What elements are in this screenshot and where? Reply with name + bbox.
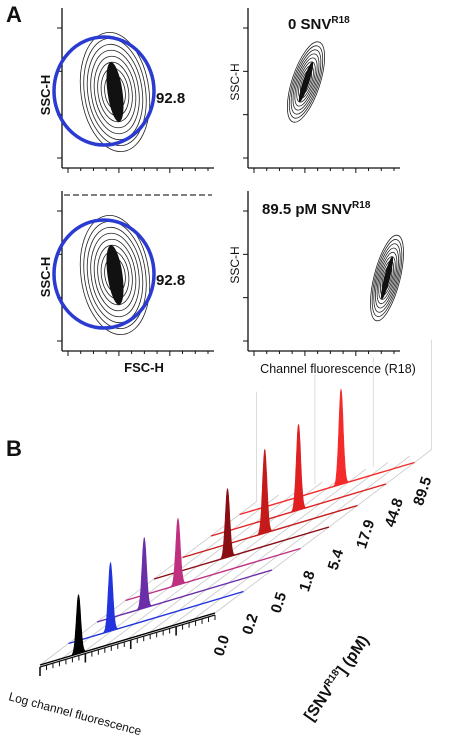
gate-ellipse (52, 35, 156, 147)
contour-ring (373, 243, 401, 313)
panel-a-plots (52, 8, 404, 356)
x-axis-line (39, 614, 216, 668)
trace-baseline (239, 461, 415, 516)
contour-ring (370, 234, 404, 322)
trace-peak (216, 488, 239, 561)
flow-plot-3 (52, 191, 214, 356)
contour-core (106, 62, 124, 122)
contour-core (380, 256, 394, 300)
trace-baseline (125, 547, 301, 602)
series-label-44-8: 44.8 (382, 496, 407, 529)
contour-ring (375, 247, 399, 309)
flow-plot-4 (243, 191, 404, 356)
trace-peak (133, 536, 155, 612)
plot3-ylabel: SSC-H (38, 257, 53, 297)
panel-b-letter: B (6, 436, 22, 461)
contour-core (298, 62, 314, 102)
panel-b-x-axis (39, 614, 216, 676)
trace-0-2: 0.2 (68, 561, 262, 645)
gate-ellipse (52, 218, 156, 330)
trace-0-0: 0.0 (39, 593, 234, 666)
contour-ring (86, 43, 144, 141)
contour-ring (288, 45, 324, 119)
trace-5-4: 5.4 (153, 488, 348, 580)
panel-b-z-axis-label: [SNVR18] (pM) (301, 632, 373, 724)
contour-ring (93, 238, 137, 312)
trace-peak (287, 423, 310, 514)
contour-core (106, 245, 124, 305)
plot4-ylabel: SSC-H (228, 246, 242, 283)
grid-line (171, 462, 389, 627)
series-label-1-8: 1.8 (296, 569, 319, 594)
trace-0-5: 0.5 (96, 536, 291, 623)
contour-ring (294, 57, 318, 107)
trace-peak (254, 448, 276, 537)
series-label-0-2: 0.2 (239, 612, 262, 637)
trace-baseline (153, 526, 330, 580)
contour-ring (287, 41, 325, 123)
grid-line (192, 455, 410, 620)
panel-a-letter: A (6, 2, 22, 27)
contour-ring (290, 49, 322, 115)
trace-peak (67, 593, 90, 657)
panel-b-grid (39, 339, 433, 666)
contour-ring (292, 53, 320, 111)
contour-ring (90, 232, 140, 318)
flow-plot-1 (52, 8, 214, 173)
series-label-0-0: 0.0 (211, 633, 234, 658)
plot2-condition: 0 SNVR18 (288, 15, 350, 33)
grid-line (127, 475, 345, 640)
plot3-gate-value: 92.8 (156, 272, 185, 289)
flow-plot-2 (243, 8, 400, 173)
panel-b-waterfall: 89.544.817.95.4 1.80.5 0.20.0 (39, 339, 435, 676)
grid-line (105, 481, 323, 646)
trace-peak (167, 517, 189, 589)
grid-line (149, 468, 367, 633)
panel-b-x-axis-label: Log channel fluorescence (7, 689, 143, 738)
trace-1-8: 1.8 (125, 517, 319, 602)
plot1-ylabel: SSC-H (38, 75, 53, 115)
contour-ring (79, 214, 151, 336)
plot4-condition: 89.5 pM SNVR18 (262, 200, 371, 218)
trace-peak (99, 561, 122, 635)
plot3-xlabel: FSC-H (124, 360, 164, 375)
grid-line (61, 494, 279, 659)
contour-ring (79, 31, 151, 153)
grid-line (214, 449, 432, 614)
trace-peak (330, 388, 352, 488)
contour-ring (371, 239, 403, 317)
trace-89-5: 89.5 (239, 388, 435, 516)
trace-baseline (39, 612, 216, 666)
series-label-89-5: 89.5 (410, 475, 435, 508)
plot2-ylabel: SSC-H (228, 63, 242, 100)
trace-baseline (96, 569, 273, 623)
plot1-gate-value: 92.8 (156, 90, 185, 107)
contour-ring (93, 55, 137, 129)
trace-baseline (68, 590, 244, 645)
contour-ring (90, 49, 140, 135)
series-label-5-4: 5.4 (325, 547, 348, 573)
series-label-0-5: 0.5 (268, 590, 291, 615)
series-label-17-9: 17.9 (353, 518, 378, 551)
plot4-xlabel: Channel fluorescence (R18) (260, 362, 416, 376)
contour-ring (376, 251, 398, 305)
contour-ring (86, 226, 144, 324)
